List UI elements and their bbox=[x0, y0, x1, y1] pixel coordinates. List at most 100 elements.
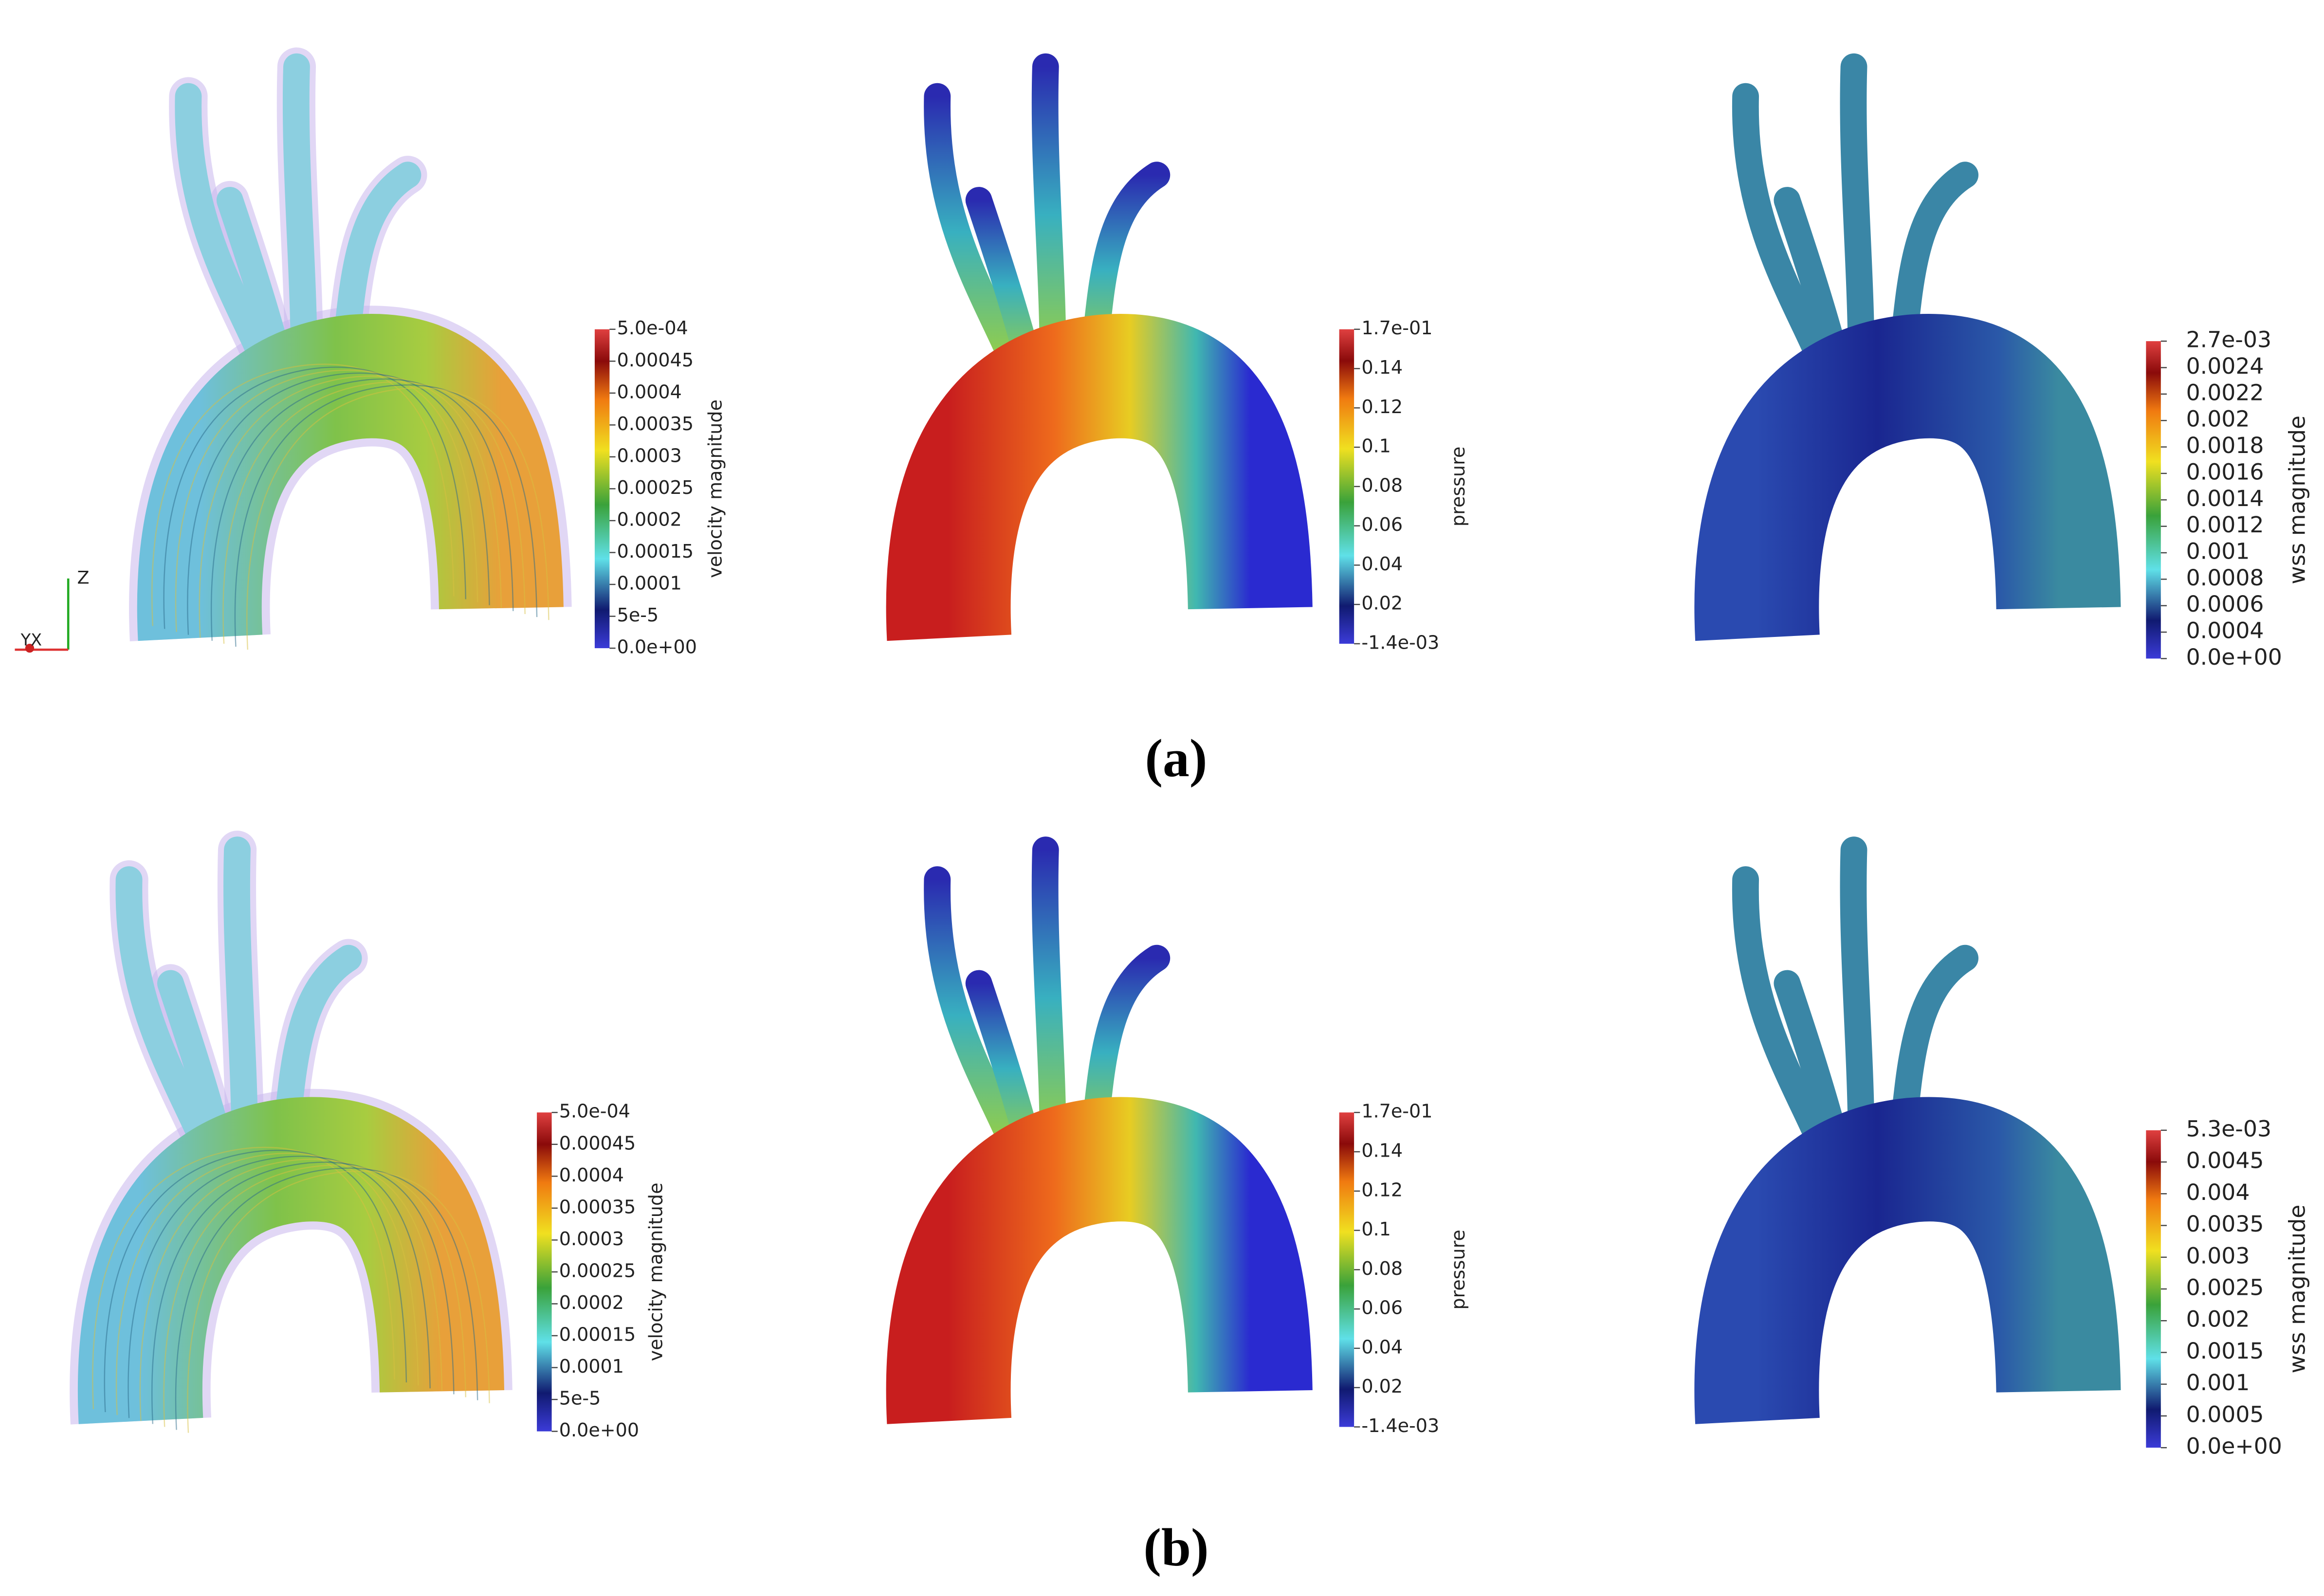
branch bbox=[924, 83, 1029, 381]
colorbar-label: 0.1 bbox=[1361, 435, 1391, 457]
streamline bbox=[163, 1164, 467, 1427]
arch bbox=[137, 313, 564, 641]
colorbar bbox=[537, 1112, 552, 1432]
colorbar-title: pressure bbox=[1447, 447, 1469, 527]
colorbar-label: 0.0004 bbox=[2186, 618, 2264, 644]
colorbar bbox=[1339, 329, 1354, 644]
aorta-render bbox=[70, 831, 512, 1433]
colorbar-label: 0.0005 bbox=[2186, 1401, 2264, 1427]
arch bbox=[886, 313, 1313, 641]
colorbar-label: 5.0e-04 bbox=[617, 317, 688, 339]
streamline bbox=[175, 1167, 478, 1430]
colorbar-label: 0.0001 bbox=[559, 1356, 624, 1377]
aorta-render bbox=[1694, 836, 2121, 1424]
colorbar-label: 2.7e-03 bbox=[2186, 327, 2271, 353]
arch bbox=[1694, 313, 2121, 641]
colorbar-label: 0.0016 bbox=[2186, 459, 2264, 485]
colorbar-label: 0.1 bbox=[1361, 1218, 1391, 1240]
colorbar-label: -1.4e-03 bbox=[1361, 632, 1439, 653]
branch bbox=[115, 866, 221, 1164]
branch bbox=[1840, 836, 1875, 1160]
colorbar-label: 0.0012 bbox=[2186, 512, 2264, 538]
streamline bbox=[175, 369, 478, 632]
colorbar-label: 5.0e-04 bbox=[559, 1101, 630, 1122]
axis-label: Z bbox=[77, 567, 89, 588]
colorbar-label: 0.00045 bbox=[559, 1132, 636, 1154]
colorbar-label: 0.0e+00 bbox=[559, 1419, 639, 1441]
colorbar-label: 0.00045 bbox=[617, 349, 694, 371]
colorbar-label: 0.00015 bbox=[617, 541, 694, 562]
colorbar-label: 0.0015 bbox=[2186, 1338, 2264, 1364]
colorbar bbox=[2146, 341, 2161, 659]
colorbar bbox=[1339, 1112, 1354, 1427]
aorta-render bbox=[886, 53, 1313, 641]
streamline bbox=[115, 1153, 419, 1415]
colorbar bbox=[594, 329, 610, 649]
streamline bbox=[199, 375, 502, 638]
colorbar-label: 0.0022 bbox=[2186, 380, 2264, 405]
colorbar-label: 0.0e+00 bbox=[617, 636, 697, 658]
branch bbox=[1732, 866, 1838, 1164]
colorbar-label: 0.14 bbox=[1361, 357, 1403, 378]
colorbar-label: 0.0008 bbox=[2186, 565, 2264, 591]
colorbar-label: 0.14 bbox=[1361, 1140, 1403, 1161]
streamline bbox=[222, 381, 526, 644]
arch bbox=[886, 1097, 1313, 1424]
colorbar-label: 0.0003 bbox=[617, 445, 682, 466]
colorbar-label: 0.0003 bbox=[559, 1228, 624, 1250]
colorbar-label: 0.00015 bbox=[559, 1324, 636, 1345]
colorbar-title: velocity magnitude bbox=[704, 399, 726, 578]
branch bbox=[175, 83, 280, 381]
streamline bbox=[246, 387, 549, 650]
branch bbox=[282, 53, 318, 377]
colorbar-label: 0.02 bbox=[1361, 593, 1403, 614]
colorbar-label: 0.0004 bbox=[559, 1164, 624, 1186]
aorta-render bbox=[1694, 53, 2121, 641]
branch bbox=[924, 866, 1029, 1164]
colorbar-label: 0.00035 bbox=[617, 413, 694, 435]
colorbar-label: 0.0002 bbox=[559, 1292, 624, 1313]
colorbar-label: 0.02 bbox=[1361, 1376, 1403, 1397]
arch bbox=[1694, 1097, 2121, 1424]
colorbar-label: 0.001 bbox=[2186, 539, 2250, 564]
colorbar bbox=[2146, 1130, 2161, 1448]
branch bbox=[1031, 53, 1066, 377]
colorbar-label: 0.0045 bbox=[2186, 1148, 2264, 1174]
axis-label: YX bbox=[20, 630, 42, 649]
colorbar-label: 0.0014 bbox=[2186, 486, 2264, 511]
branch bbox=[1732, 83, 1838, 381]
colorbar-label: 0.08 bbox=[1361, 1258, 1403, 1279]
colorbar-label: 0.0025 bbox=[2186, 1274, 2264, 1300]
branch bbox=[1031, 836, 1066, 1160]
colorbar-label: 0.12 bbox=[1361, 1179, 1403, 1200]
colorbar-label: 0.04 bbox=[1361, 553, 1403, 575]
row-label: (a) bbox=[1145, 728, 1207, 788]
colorbar-label: 0.0024 bbox=[2186, 353, 2264, 379]
streamline bbox=[104, 1149, 407, 1413]
row-label: (b) bbox=[1143, 1518, 1208, 1577]
colorbar-label: 0.002 bbox=[2186, 1306, 2250, 1332]
branch bbox=[1840, 53, 1875, 377]
colorbar-label: 5.3e-03 bbox=[2186, 1116, 2271, 1142]
colorbar-label: 1.7e-01 bbox=[1361, 317, 1432, 339]
streamline bbox=[163, 366, 467, 629]
colorbar-label: 0.00025 bbox=[559, 1260, 636, 1281]
colorbar-label: 5e-5 bbox=[559, 1388, 601, 1409]
colorbar-label: 0.0e+00 bbox=[2186, 644, 2282, 670]
streamline bbox=[187, 1170, 490, 1433]
streamline bbox=[151, 1161, 455, 1424]
colorbar-title: pressure bbox=[1447, 1230, 1469, 1310]
colorbar-label: 0.00035 bbox=[559, 1196, 636, 1217]
streamline bbox=[139, 1159, 443, 1421]
colorbar-label: 0.001 bbox=[2186, 1370, 2250, 1396]
colorbar-label: 0.003 bbox=[2186, 1243, 2250, 1269]
aorta-render bbox=[886, 836, 1313, 1424]
colorbar-label: 0.0006 bbox=[2186, 591, 2264, 617]
colorbar-label: 0.00025 bbox=[617, 477, 694, 498]
colorbar-label: 1.7e-01 bbox=[1361, 1101, 1432, 1122]
colorbar-label: 0.04 bbox=[1361, 1336, 1403, 1358]
colorbar-title: wss magnitude bbox=[2285, 1205, 2310, 1374]
colorbar-label: 0.004 bbox=[2186, 1179, 2250, 1205]
